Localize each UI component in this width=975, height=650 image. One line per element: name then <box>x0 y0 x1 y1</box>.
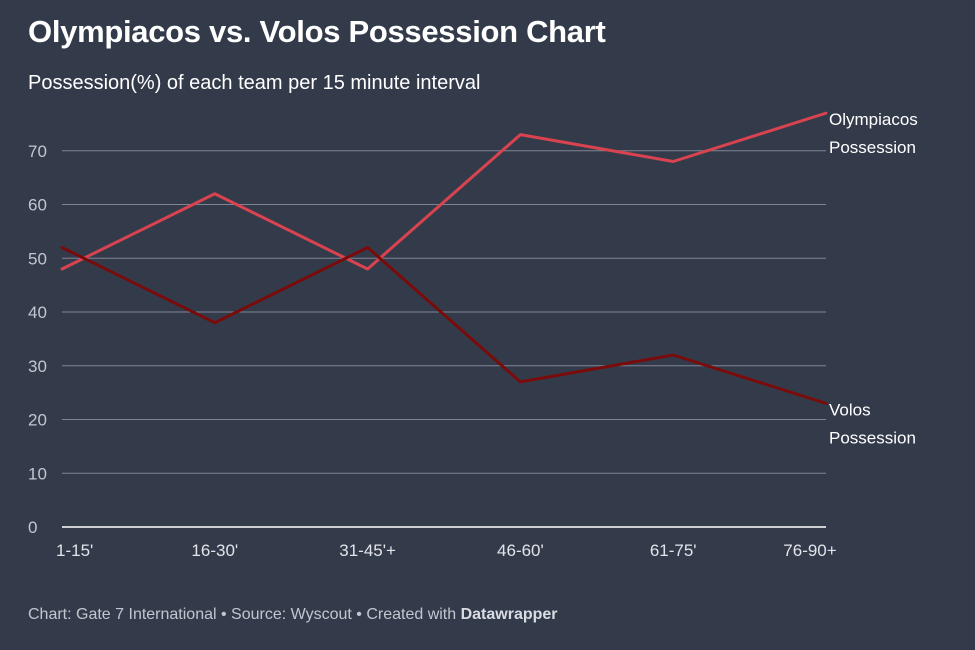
chart-subtitle: Possession(%) of each team per 15 minute… <box>28 72 481 94</box>
series-label-line: Possession <box>829 428 916 447</box>
y-tick-20: 20 <box>28 411 47 430</box>
x-tick-label: 1-15' <box>56 541 93 560</box>
x-tick-label: 16-30' <box>191 541 238 560</box>
y-tick-70: 70 <box>28 142 47 161</box>
x-tick-label: 31-45'+ <box>339 541 396 560</box>
footer-brand-link[interactable]: Datawrapper <box>460 606 558 623</box>
series-lines <box>60 111 828 405</box>
y-tick-30: 30 <box>28 357 47 376</box>
chart-title: Olympiacos vs. Volos Possession Chart <box>28 14 606 49</box>
grid-lines <box>62 150 826 528</box>
series-label-line: Olympiacos <box>829 110 918 129</box>
series-line-olympiacos <box>60 111 828 271</box>
series-label-line: Volos <box>829 400 871 419</box>
series-line-volos <box>60 246 828 405</box>
x-tick-label: 61-75' <box>650 541 697 560</box>
series-label-volos: Volos Possession <box>829 400 916 447</box>
y-tick-60: 60 <box>28 196 47 215</box>
x-axis-ticks: 1-15' 16-30' 31-45'+ 46-60' 61-75' 76-90+ <box>56 541 837 560</box>
footer-credits: Chart: Gate 7 International • Source: Wy… <box>28 606 461 623</box>
y-tick-10: 10 <box>28 464 47 483</box>
series-label-line: Possession <box>829 138 916 157</box>
x-tick-label: 46-60' <box>497 541 544 560</box>
series-label-olympiacos: Olympiacos Possession <box>829 110 918 157</box>
y-tick-0: 0 <box>28 518 37 537</box>
series-labels: Olympiacos Possession Volos Possession <box>829 110 918 447</box>
y-tick-40: 40 <box>28 303 47 322</box>
y-axis-ticks: 0 10 20 30 40 50 60 70 <box>28 142 47 537</box>
y-tick-50: 50 <box>28 249 47 268</box>
chart-footer: Chart: Gate 7 International • Source: Wy… <box>28 606 558 624</box>
x-tick-label: 76-90+ <box>783 541 836 560</box>
